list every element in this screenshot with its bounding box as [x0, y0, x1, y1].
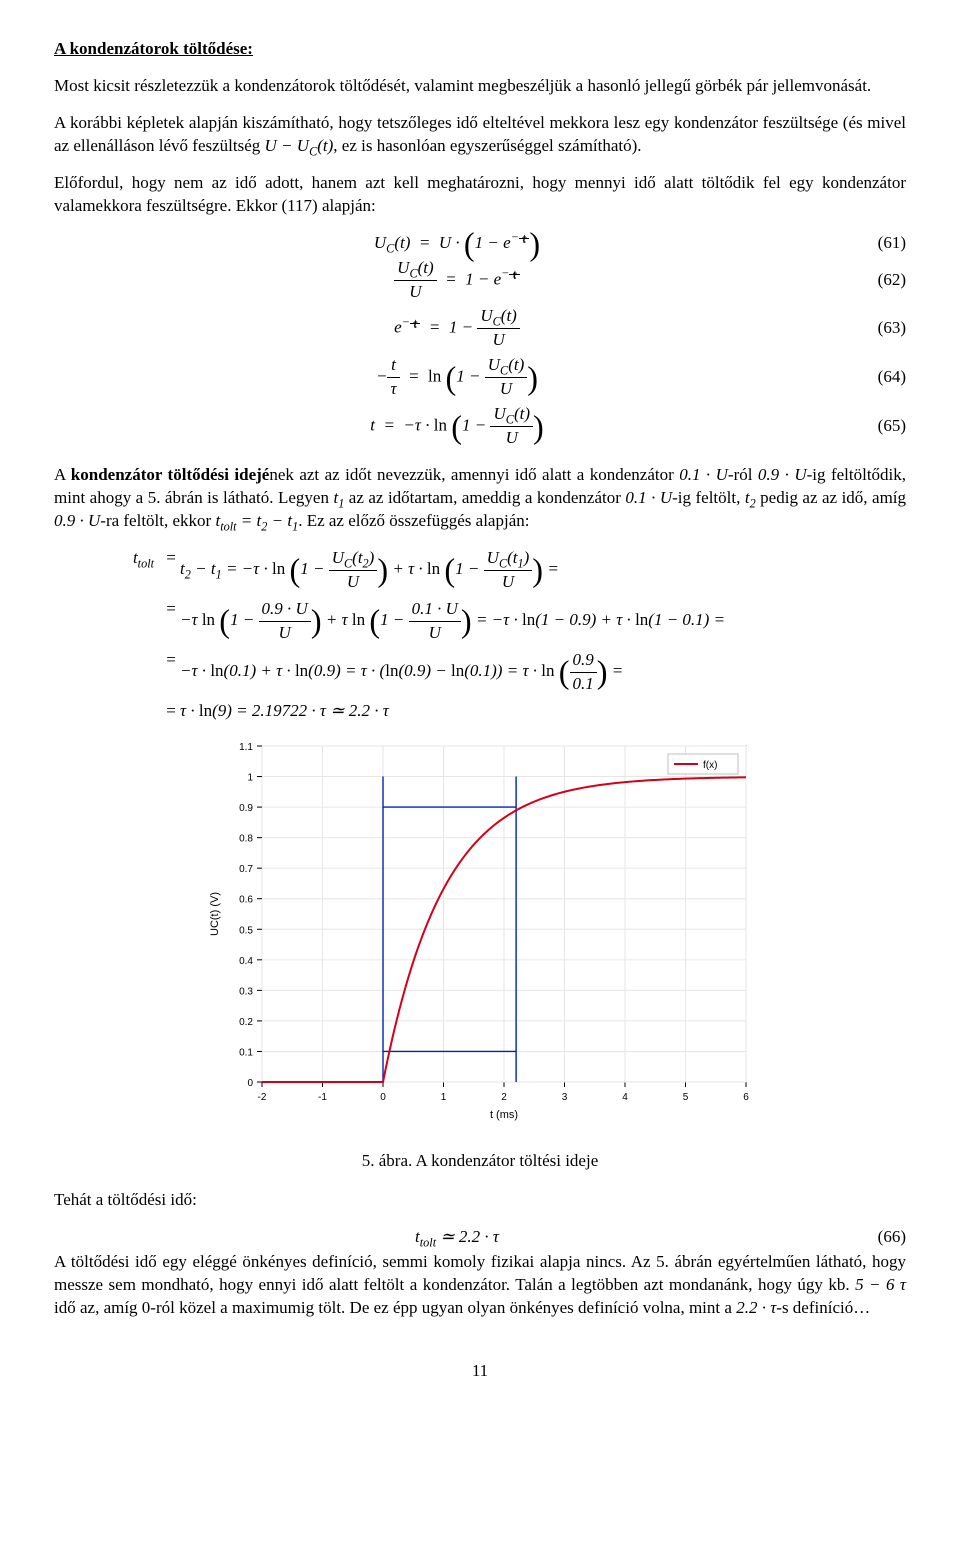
svg-text:3: 3 — [562, 1092, 568, 1103]
figure-caption: 5. ábra. A kondenzátor töltési ideje — [54, 1150, 906, 1173]
para-2-math: U − UC(t) — [265, 136, 334, 155]
para-2: A korábbi képletek alapján kiszámítható,… — [54, 112, 906, 158]
page-number: 11 — [54, 1360, 906, 1383]
deriv-line-4: = τ · ln(9) = 2.19722 · τ ≃ 2.2 · τ — [94, 700, 906, 723]
chart-container: -2 -1 0 1 2 3 4 5 6 0 0.1 0.2 0.3 0.4 0.5 0.6 0.7 0.8 0.9 1… — [54, 736, 906, 1128]
svg-text:0: 0 — [247, 1078, 253, 1089]
svg-text:-1: -1 — [318, 1092, 327, 1103]
deriv-line-2: = −τ ln (1 − 0.9 · UU) + τ ln (1 − 0.1 ·… — [94, 598, 906, 645]
svg-text:UC(t) (V): UC(t) (V) — [209, 892, 221, 936]
para-1: Most kicsit részletezzük a kondenzátorok… — [54, 75, 906, 98]
p4-bold: kondenzátor töltődési idejé — [71, 465, 270, 484]
para-3: Előfordul, hogy nem az idő adott, hanem … — [54, 172, 906, 218]
svg-text:0.8: 0.8 — [239, 834, 253, 845]
svg-text:6: 6 — [743, 1092, 749, 1103]
section-title: A kondenzátorok töltődése: — [54, 38, 906, 61]
deriv-line-1: ttolt = t2 − t1 = −τ · ln (1 − UC(t2)U) … — [94, 547, 906, 594]
svg-text:0.4: 0.4 — [239, 956, 253, 967]
svg-text:t (ms): t (ms) — [490, 1109, 518, 1121]
eqnum-65: (65) — [860, 415, 906, 438]
para-6: A töltődési idő egy eléggé önkényes defi… — [54, 1251, 906, 1320]
deriv-line-3: = −τ · ln(0.1) + τ · ln(0.9) = τ · (ln(0… — [94, 649, 906, 696]
equation-61: UC(t) = U · (1 − e−tτ) (61) — [54, 232, 906, 255]
eqnum-63: (63) — [860, 317, 906, 340]
equation-66: ttolt ≃ 2.2 · τ (66) — [54, 1226, 906, 1249]
equation-65: t = −τ · ln (1 − UC(t)U) (65) — [54, 403, 906, 450]
para-5-lead: Tehát a töltődési idő: — [54, 1189, 906, 1212]
svg-text:0.6: 0.6 — [239, 895, 253, 906]
svg-text:1.1: 1.1 — [239, 742, 253, 753]
eqnum-64: (64) — [860, 366, 906, 389]
svg-text:0.2: 0.2 — [239, 1017, 253, 1028]
svg-text:f(x): f(x) — [703, 760, 717, 771]
equation-62: UC(t)U = 1 − e−tτ (62) — [54, 257, 906, 304]
para-4: A kondenzátor töltődési idejének azt az … — [54, 464, 906, 533]
svg-text:0.3: 0.3 — [239, 987, 253, 998]
equation-63: e−tτ = 1 − UC(t)U (63) — [54, 305, 906, 352]
svg-text:1: 1 — [441, 1092, 447, 1103]
p4a: A — [54, 465, 71, 484]
svg-text:4: 4 — [622, 1092, 628, 1103]
svg-text:-2: -2 — [258, 1092, 267, 1103]
svg-text:0.7: 0.7 — [239, 865, 253, 876]
derivation-block: ttolt = t2 − t1 = −τ · ln (1 − UC(t2)U) … — [94, 547, 906, 723]
svg-text:2: 2 — [501, 1092, 507, 1103]
svg-text:5: 5 — [683, 1092, 689, 1103]
svg-text:1: 1 — [247, 773, 253, 784]
svg-text:0: 0 — [380, 1092, 386, 1103]
eqnum-62: (62) — [860, 269, 906, 292]
eqnum-66: (66) — [860, 1226, 906, 1249]
section-title-text: A kondenzátorok töltődése: — [54, 39, 253, 58]
equation-64: −tτ = ln (1 − UC(t)U) (64) — [54, 354, 906, 401]
equation-block-61-65: UC(t) = U · (1 − e−tτ) (61) UC(t)U = 1 −… — [54, 232, 906, 450]
para-2b: , ez is hasonlóan egyszerűséggel számíth… — [333, 136, 641, 155]
svg-text:0.5: 0.5 — [239, 926, 253, 937]
svg-text:0.1: 0.1 — [239, 1048, 253, 1059]
charging-curve-chart: -2 -1 0 1 2 3 4 5 6 0 0.1 0.2 0.3 0.4 0.5 0.6 0.7 0.8 0.9 1… — [200, 736, 760, 1128]
eqnum-61: (61) — [860, 232, 906, 255]
svg-text:0.9: 0.9 — [239, 804, 253, 815]
